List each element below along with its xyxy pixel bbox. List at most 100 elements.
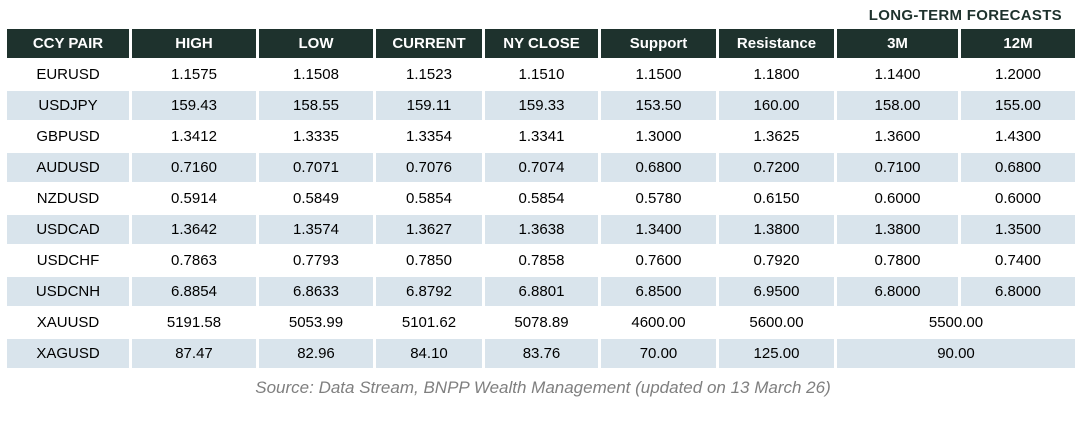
current-cell: 159.11	[376, 91, 482, 120]
resistance-cell: 5600.00	[719, 308, 834, 337]
forecast-12m-cell: 1.3500	[961, 215, 1075, 244]
high-cell: 1.1575	[132, 60, 256, 89]
ny-close-cell: 1.3341	[485, 122, 598, 151]
high-cell: 6.8854	[132, 277, 256, 306]
current-cell: 0.7076	[376, 153, 482, 182]
support-cell: 4600.00	[601, 308, 716, 337]
forecast-3m-cell: 0.7800	[837, 246, 958, 275]
forecast-3m-cell: 1.1400	[837, 60, 958, 89]
current-cell: 84.10	[376, 339, 482, 368]
resistance-cell: 1.1800	[719, 60, 834, 89]
forecast-3m-cell: 1.3800	[837, 215, 958, 244]
support-cell: 0.5780	[601, 184, 716, 213]
support-cell: 0.6800	[601, 153, 716, 182]
resistance-cell: 0.6150	[719, 184, 834, 213]
ny-close-cell: 159.33	[485, 91, 598, 120]
resistance-cell: 160.00	[719, 91, 834, 120]
high-cell: 87.47	[132, 339, 256, 368]
forecast-3m-cell: 6.8000	[837, 277, 958, 306]
fx-forecast-table: CCY PAIR HIGH LOW CURRENT NY CLOSE Suppo…	[4, 27, 1078, 370]
forecast-12m-cell: 1.4300	[961, 122, 1075, 151]
ny-close-cell: 1.1510	[485, 60, 598, 89]
high-cell: 0.7863	[132, 246, 256, 275]
forecast-12m-cell: 0.6800	[961, 153, 1075, 182]
column-header-low: LOW	[259, 29, 373, 58]
high-cell: 159.43	[132, 91, 256, 120]
forecast-3m-cell: 0.6000	[837, 184, 958, 213]
ccy-pair-cell: NZDUSD	[7, 184, 129, 213]
column-header-ny-close: NY CLOSE	[485, 29, 598, 58]
forecast-merged-cell: 5500.00	[837, 308, 1075, 337]
resistance-cell: 6.9500	[719, 277, 834, 306]
high-cell: 5191.58	[132, 308, 256, 337]
column-header-3m: 3M	[837, 29, 958, 58]
ccy-pair-cell: XAGUSD	[7, 339, 129, 368]
ccy-pair-cell: USDJPY	[7, 91, 129, 120]
low-cell: 0.5849	[259, 184, 373, 213]
column-header-high: HIGH	[132, 29, 256, 58]
low-cell: 158.55	[259, 91, 373, 120]
table-row-eurusd: EURUSD 1.1575 1.1508 1.1523 1.1510 1.150…	[7, 60, 1075, 89]
header-row: CCY PAIR HIGH LOW CURRENT NY CLOSE Suppo…	[7, 29, 1075, 58]
ccy-pair-cell: USDCNH	[7, 277, 129, 306]
forecast-12m-cell: 1.2000	[961, 60, 1075, 89]
current-cell: 1.1523	[376, 60, 482, 89]
source-note: Source: Data Stream, BNPP Wealth Managem…	[255, 378, 831, 397]
table-row-xagusd: XAGUSD 87.47 82.96 84.10 83.76 70.00 125…	[7, 339, 1075, 368]
current-cell: 0.5854	[376, 184, 482, 213]
support-cell: 1.3000	[601, 122, 716, 151]
table-row-usdcnh: USDCNH 6.8854 6.8633 6.8792 6.8801 6.850…	[7, 277, 1075, 306]
high-cell: 0.7160	[132, 153, 256, 182]
ny-close-cell: 6.8801	[485, 277, 598, 306]
forecast-3m-cell: 0.7100	[837, 153, 958, 182]
resistance-cell: 125.00	[719, 339, 834, 368]
table-row-audusd: AUDUSD 0.7160 0.7071 0.7076 0.7074 0.680…	[7, 153, 1075, 182]
ccy-pair-cell: XAUUSD	[7, 308, 129, 337]
ny-close-cell: 0.7074	[485, 153, 598, 182]
page-title: LONG-TERM FORECASTS	[868, 7, 1062, 24]
low-cell: 82.96	[259, 339, 373, 368]
low-cell: 6.8633	[259, 277, 373, 306]
resistance-cell: 1.3625	[719, 122, 834, 151]
column-header-ccy-pair: CCY PAIR	[7, 29, 129, 58]
ccy-pair-cell: AUDUSD	[7, 153, 129, 182]
table-row-xauusd: XAUUSD 5191.58 5053.99 5101.62 5078.89 4…	[7, 308, 1075, 337]
current-cell: 1.3627	[376, 215, 482, 244]
forecast-12m-cell: 155.00	[961, 91, 1075, 120]
low-cell: 1.3574	[259, 215, 373, 244]
forecast-12m-cell: 0.6000	[961, 184, 1075, 213]
forecast-3m-cell: 158.00	[837, 91, 958, 120]
current-cell: 1.3354	[376, 122, 482, 151]
table-row-usdcad: USDCAD 1.3642 1.3574 1.3627 1.3638 1.340…	[7, 215, 1075, 244]
low-cell: 1.3335	[259, 122, 373, 151]
column-header-current: CURRENT	[376, 29, 482, 58]
support-cell: 1.3400	[601, 215, 716, 244]
support-cell: 0.7600	[601, 246, 716, 275]
low-cell: 5053.99	[259, 308, 373, 337]
ny-close-cell: 0.5854	[485, 184, 598, 213]
low-cell: 1.1508	[259, 60, 373, 89]
current-cell: 5101.62	[376, 308, 482, 337]
support-cell: 153.50	[601, 91, 716, 120]
table-row-nzdusd: NZDUSD 0.5914 0.5849 0.5854 0.5854 0.578…	[7, 184, 1075, 213]
column-header-resistance: Resistance	[719, 29, 834, 58]
support-cell: 6.8500	[601, 277, 716, 306]
forecast-12m-cell: 6.8000	[961, 277, 1075, 306]
ny-close-cell: 5078.89	[485, 308, 598, 337]
high-cell: 1.3412	[132, 122, 256, 151]
support-cell: 1.1500	[601, 60, 716, 89]
ccy-pair-cell: USDCHF	[7, 246, 129, 275]
low-cell: 0.7793	[259, 246, 373, 275]
resistance-cell: 0.7920	[719, 246, 834, 275]
current-cell: 6.8792	[376, 277, 482, 306]
resistance-cell: 0.7200	[719, 153, 834, 182]
support-cell: 70.00	[601, 339, 716, 368]
table-row-usdjpy: USDJPY 159.43 158.55 159.11 159.33 153.5…	[7, 91, 1075, 120]
high-cell: 0.5914	[132, 184, 256, 213]
high-cell: 1.3642	[132, 215, 256, 244]
table-row-gbpusd: GBPUSD 1.3412 1.3335 1.3354 1.3341 1.300…	[7, 122, 1075, 151]
forecast-12m-cell: 0.7400	[961, 246, 1075, 275]
ccy-pair-cell: EURUSD	[7, 60, 129, 89]
column-header-12m: 12M	[961, 29, 1075, 58]
ny-close-cell: 1.3638	[485, 215, 598, 244]
